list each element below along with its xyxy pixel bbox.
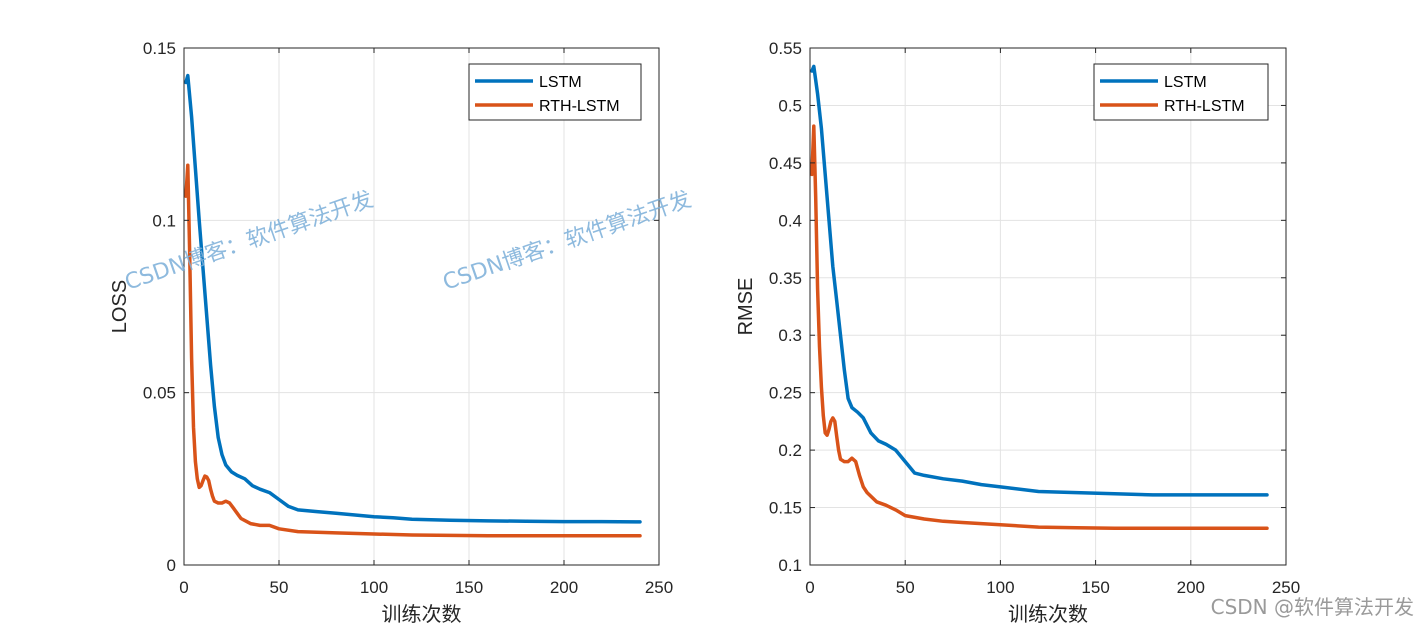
rmse-legend-label-lstm: LSTM (1164, 74, 1207, 91)
loss-series-rth-lstm (184, 163, 642, 538)
rmse-y-tick-label-6: 0.4 (778, 211, 802, 230)
loss-x-tick-label-0: 0 (179, 578, 188, 597)
rmse-x-axis-label: 训练次数 (1008, 603, 1088, 626)
rmse-series-group (810, 64, 1269, 530)
rmse-series-lstm (810, 64, 1269, 497)
loss-x-tick-label-2: 100 (360, 578, 388, 597)
rmse-y-tick-label-8: 0.5 (778, 96, 802, 115)
loss-y-axis-label: LOSS (109, 280, 131, 333)
rmse-x-tick-label-0: 0 (805, 578, 814, 597)
loss-x-tick-label-1: 50 (270, 578, 289, 597)
rmse-legend-label-rth-lstm: RTH-LSTM (1164, 98, 1245, 115)
rmse-legend-box (1093, 63, 1269, 121)
rmse-y-tick-label-0: 0.1 (778, 556, 802, 575)
rmse-y-tick-label-2: 0.2 (778, 441, 802, 460)
rmse-y-tick-label-4: 0.3 (778, 326, 802, 345)
loss-axes-frame (183, 47, 660, 566)
rmse-y-tick-label-9: 0.55 (769, 39, 802, 58)
loss-legend: LSTM RTH-LSTM (468, 63, 642, 121)
loss-chart: 0 50 100 150 200 250 0 0.05 0.1 0.15 训练次数 LOSS LS… (109, 39, 673, 626)
rmse-x-tick-label-5: 250 (1272, 578, 1300, 597)
rmse-x-tick-label-2: 100 (986, 578, 1014, 597)
loss-y-tick-label-3: 0.15 (143, 39, 176, 58)
loss-x-axis-label: 训练次数 (382, 603, 462, 626)
rmse-y-tick-label-7: 0.45 (769, 154, 802, 173)
loss-legend-box (468, 63, 642, 121)
footer-credit: CSDN @软件算法开发 (1211, 595, 1414, 619)
loss-x-tick-label-4: 200 (550, 578, 578, 597)
loss-series-lstm (184, 73, 642, 524)
loss-ticks: 0 50 100 150 200 250 0 0.05 0.1 0.15 (143, 39, 673, 597)
loss-y-tick-label-2: 0.1 (152, 211, 176, 230)
rmse-legend: LSTM RTH-LSTM (1093, 63, 1269, 121)
rmse-y-axis-label: RMSE (735, 278, 757, 336)
loss-y-tick-label-1: 0.05 (143, 384, 176, 403)
loss-x-tick-label-3: 150 (455, 578, 483, 597)
loss-y-tick-label-0: 0 (167, 556, 176, 575)
loss-legend-label-rth-lstm: RTH-LSTM (539, 98, 620, 115)
rmse-x-tick-label-3: 150 (1081, 578, 1109, 597)
rmse-axes-frame (809, 47, 1287, 566)
rmse-series-rth-lstm (810, 124, 1269, 530)
loss-legend-label-lstm: LSTM (539, 74, 582, 91)
rmse-y-tick-label-3: 0.25 (769, 384, 802, 403)
loss-series-group (184, 73, 642, 538)
rmse-x-tick-label-1: 50 (896, 578, 915, 597)
rmse-y-tick-label-5: 0.35 (769, 269, 802, 288)
loss-x-tick-label-5: 250 (645, 578, 673, 597)
rmse-y-tick-label-1: 0.15 (769, 499, 802, 518)
rmse-ticks: 0 50 100 150 200 250 0.1 0.15 0.2 0.25 0.3 0.35 0.4 0… (769, 39, 1300, 597)
loss-grid (184, 48, 659, 565)
rmse-chart: 0 50 100 150 200 250 0.1 0.15 0.2 0.25 0.3 0.35 0.4 0… (735, 39, 1300, 626)
rmse-x-tick-label-4: 200 (1177, 578, 1205, 597)
